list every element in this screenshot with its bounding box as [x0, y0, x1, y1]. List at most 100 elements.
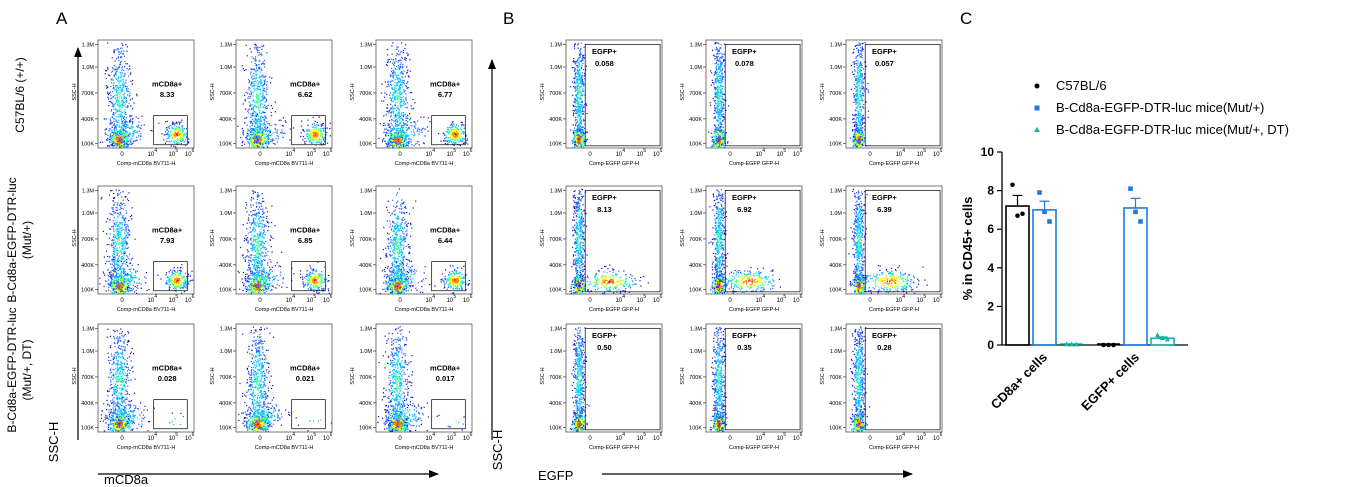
event-dot [124, 109, 125, 110]
event-dot [144, 124, 145, 125]
event-dot [124, 140, 125, 141]
event-dot [575, 91, 576, 92]
event-dot [125, 63, 126, 64]
event-dot [123, 85, 124, 86]
event-dot [127, 136, 128, 137]
event-dot [578, 43, 579, 44]
event-dot [120, 116, 121, 117]
event-dot [578, 136, 579, 137]
event-dot [171, 128, 172, 129]
event-dot [570, 86, 571, 87]
event-dot [113, 121, 114, 122]
event-dot [132, 122, 133, 123]
event-dot [114, 65, 115, 66]
event-dot [122, 112, 123, 113]
event-dot [138, 125, 139, 126]
event-dot [115, 73, 116, 74]
event-dot [112, 116, 113, 117]
event-dot [116, 79, 117, 80]
event-dot [129, 144, 130, 145]
event-dot [181, 122, 182, 123]
event-dot [116, 101, 117, 102]
event-dot [573, 86, 574, 87]
event-dot [110, 118, 111, 119]
y-tick-label: 1.3M [550, 42, 563, 48]
panel-a-y-title: SSC-H [46, 422, 61, 462]
event-dot [118, 92, 119, 93]
event-dot [168, 137, 169, 138]
event-dot [132, 143, 133, 144]
event-dot [577, 93, 578, 94]
event-dot [165, 121, 166, 122]
event-dot [111, 109, 112, 110]
event-dot [577, 67, 578, 68]
event-dot [184, 141, 185, 142]
plot-x-label: Comp-mCD8a BV711-H [117, 161, 176, 167]
event-dot [130, 72, 131, 73]
event-dot [175, 132, 176, 133]
event-dot [127, 63, 128, 64]
event-dot [176, 126, 177, 127]
event-dot [141, 125, 142, 126]
event-dot [580, 139, 581, 140]
event-dot [124, 146, 125, 147]
event-dot [119, 134, 120, 135]
event-dot [122, 134, 123, 135]
event-dot [582, 90, 583, 91]
event-dot [166, 141, 167, 142]
event-dot [125, 97, 126, 98]
event-dot [181, 143, 182, 144]
event-dot [574, 145, 575, 146]
event-dot [578, 143, 579, 144]
event-dot [583, 119, 584, 120]
event-dot [575, 122, 576, 123]
event-dot [110, 95, 111, 96]
event-dot [120, 131, 121, 132]
event-dot [139, 131, 140, 132]
event-dot [123, 139, 124, 140]
event-dot [107, 67, 108, 68]
plot-y-label: SSC-H [72, 83, 78, 100]
event-dot [572, 95, 573, 96]
event-dot [138, 127, 139, 128]
event-dot [580, 113, 581, 114]
event-dot [583, 135, 584, 136]
event-dot [112, 67, 113, 68]
event-dot [110, 133, 111, 134]
event-dot [119, 142, 120, 143]
event-dot [122, 141, 123, 142]
event-dot [179, 137, 180, 138]
event-dot [574, 81, 575, 82]
event-dot [117, 141, 118, 142]
event-dot [574, 136, 575, 137]
event-dot [121, 92, 122, 93]
event-dot [113, 96, 114, 97]
event-dot [580, 122, 581, 123]
event-dot [121, 111, 122, 112]
event-dot [122, 147, 123, 148]
event-dot [581, 93, 582, 94]
event-dot [163, 139, 164, 140]
event-dot [111, 130, 112, 131]
event-dot [112, 103, 113, 104]
event-dot [129, 93, 130, 94]
event-dot [113, 143, 114, 144]
event-dot [577, 58, 578, 59]
event-dot [582, 88, 583, 89]
event-dot [118, 105, 119, 106]
event-dot [578, 130, 579, 131]
event-dot [577, 117, 578, 118]
event-dot [124, 61, 125, 62]
event-dot [578, 83, 579, 84]
event-dot [115, 67, 116, 68]
event-dot [582, 114, 583, 115]
event-dot [119, 98, 120, 99]
event-dot [583, 69, 584, 70]
event-dot [136, 116, 137, 117]
event-dot [580, 87, 581, 88]
event-dot [579, 90, 580, 91]
event-dot [178, 127, 179, 128]
event-dot [120, 53, 121, 54]
event-dot [118, 96, 119, 97]
event-dot [580, 123, 581, 124]
